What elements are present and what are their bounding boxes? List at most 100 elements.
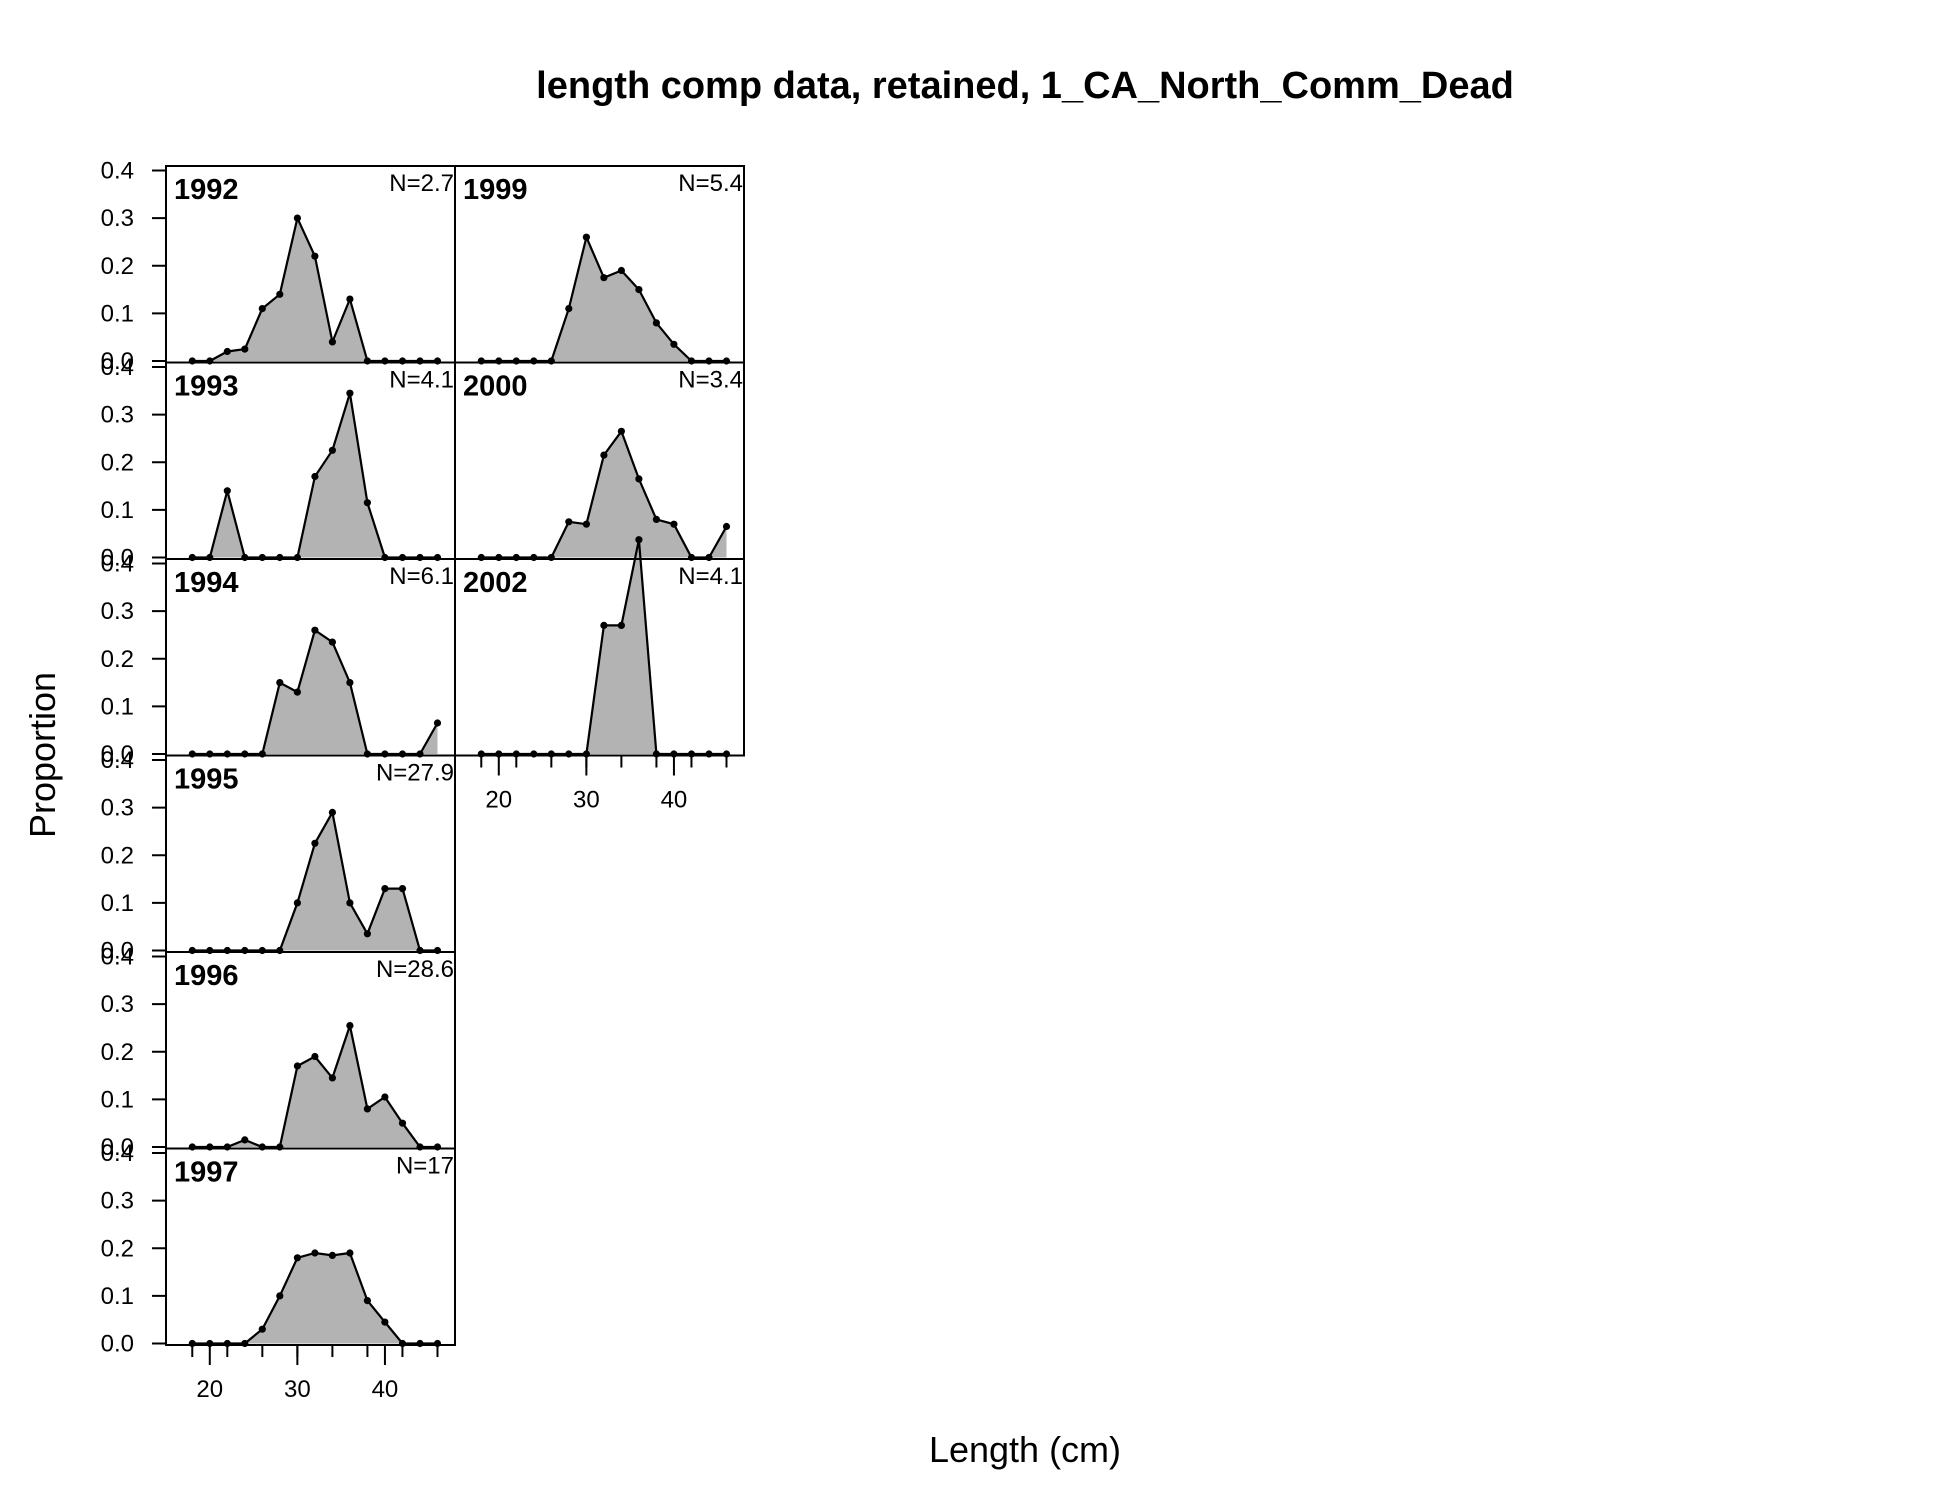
data-point-1996-20 bbox=[206, 1143, 214, 1151]
data-point-1994-38 bbox=[363, 750, 371, 758]
data-point-1993-30 bbox=[293, 553, 301, 562]
y-tick-label-1992-0.4: 0.4 bbox=[101, 158, 134, 185]
data-point-1996-28 bbox=[276, 1143, 284, 1151]
data-point-1999-38 bbox=[652, 319, 661, 327]
y-tick-label-1997-0.2: 0.2 bbox=[101, 1235, 134, 1262]
y-tick-label-1995-0.1: 0.1 bbox=[101, 890, 134, 917]
data-point-1992-38 bbox=[363, 357, 371, 365]
data-point-2002-28 bbox=[565, 750, 573, 758]
data-point-1997-38 bbox=[363, 1297, 371, 1305]
x-tick-label-1997-20: 20 bbox=[196, 1376, 223, 1403]
data-point-2000-34 bbox=[617, 427, 626, 435]
panel-1999: 1999 N=5.4 bbox=[454, 165, 745, 365]
n-label-1996: N=28.6 bbox=[376, 956, 454, 983]
data-point-1994-28 bbox=[276, 679, 284, 687]
data-point-1993-36 bbox=[346, 389, 354, 397]
data-point-2000-30 bbox=[582, 520, 591, 528]
n-label-2002: N=4.1 bbox=[678, 563, 743, 590]
y-tick-label-1993-0.1: 0.1 bbox=[101, 497, 134, 524]
n-label-2000: N=3.4 bbox=[678, 367, 743, 394]
data-point-1995-30 bbox=[293, 899, 301, 907]
data-point-1993-22 bbox=[223, 487, 231, 495]
n-label-1992: N=2.7 bbox=[389, 170, 454, 197]
data-point-1993-42 bbox=[398, 553, 407, 562]
data-point-2000-36 bbox=[635, 475, 643, 483]
data-point-1999-40 bbox=[670, 340, 678, 348]
data-point-1995-28 bbox=[276, 946, 284, 955]
data-point-2000-46 bbox=[722, 522, 731, 531]
data-point-1995-18 bbox=[188, 946, 196, 955]
data-point-1995-40 bbox=[381, 885, 389, 893]
data-point-2000-18 bbox=[477, 553, 485, 562]
data-point-1999-34 bbox=[617, 266, 626, 275]
data-point-2002-34 bbox=[617, 621, 626, 630]
x-tick-label-2002-20: 20 bbox=[485, 787, 512, 814]
data-point-1994-46 bbox=[433, 719, 442, 727]
data-point-1995-44 bbox=[416, 946, 424, 955]
data-point-1995-42 bbox=[398, 885, 407, 893]
data-point-1993-20 bbox=[206, 553, 214, 562]
data-point-1995-32 bbox=[311, 839, 319, 847]
n-label-1997: N=17 bbox=[396, 1153, 454, 1180]
data-point-2000-38 bbox=[652, 515, 661, 524]
chart-title: length comp data, retained, 1_CA_North_C… bbox=[536, 65, 1514, 107]
data-point-1997-36 bbox=[346, 1249, 354, 1257]
data-point-1992-36 bbox=[346, 295, 354, 303]
data-point-1996-44 bbox=[416, 1143, 424, 1151]
year-label-1999: 1999 bbox=[463, 174, 528, 206]
data-point-1992-34 bbox=[328, 338, 336, 346]
data-point-1996-18 bbox=[188, 1143, 196, 1151]
area-fill-1993 bbox=[192, 393, 438, 558]
data-point-1997-28 bbox=[276, 1292, 284, 1300]
y-tick-label-1994-0.4: 0.4 bbox=[101, 551, 134, 578]
data-point-1994-44 bbox=[416, 750, 424, 758]
data-point-1993-24 bbox=[241, 553, 249, 562]
data-point-1992-44 bbox=[416, 357, 424, 365]
panel-1994: 1994 N=6.1 0.0 0.1 0.2 0.3 0.4 bbox=[101, 551, 456, 768]
data-point-1996-34 bbox=[328, 1074, 336, 1082]
year-label-1994: 1994 bbox=[174, 567, 239, 599]
y-tick-label-1993-0.2: 0.2 bbox=[101, 449, 134, 476]
data-point-2002-36 bbox=[635, 536, 643, 544]
x-tick-label-1997-40: 40 bbox=[372, 1376, 399, 1403]
data-point-1995-26 bbox=[258, 946, 266, 955]
data-point-1997-30 bbox=[293, 1254, 301, 1262]
year-label-1995: 1995 bbox=[174, 764, 239, 796]
data-point-1992-22 bbox=[223, 347, 231, 356]
y-tick-label-1993-0.4: 0.4 bbox=[101, 354, 134, 381]
data-point-1996-22 bbox=[223, 1143, 231, 1151]
y-tick-label-1994-0.1: 0.1 bbox=[101, 693, 134, 720]
data-point-1999-20 bbox=[495, 357, 503, 365]
year-label-2002: 2002 bbox=[463, 567, 528, 599]
data-point-1992-40 bbox=[381, 357, 389, 365]
data-point-1992-32 bbox=[311, 252, 319, 260]
data-point-1999-44 bbox=[705, 357, 713, 365]
y-tick-label-1992-0.2: 0.2 bbox=[101, 253, 134, 280]
y-tick-label-1997-0.0: 0.0 bbox=[101, 1331, 134, 1358]
year-label-1996: 1996 bbox=[174, 960, 239, 992]
y-axis-title: Proportion bbox=[22, 672, 63, 838]
panel-2000: 2000 N=3.4 bbox=[454, 361, 745, 562]
data-point-1999-26 bbox=[547, 357, 555, 365]
data-point-1993-38 bbox=[363, 499, 371, 507]
data-point-2002-24 bbox=[530, 750, 538, 758]
y-tick-label-1992-0.1: 0.1 bbox=[101, 300, 134, 327]
data-point-2000-44 bbox=[705, 553, 713, 562]
year-label-1992: 1992 bbox=[174, 174, 239, 206]
data-point-1992-26 bbox=[258, 305, 266, 313]
panel-frame-1997 bbox=[165, 1147, 456, 1346]
data-point-1993-40 bbox=[381, 553, 389, 562]
panel-2002: 2002 N=4.1 20 30 40 bbox=[454, 536, 745, 814]
y-tick-label-1992-0.0: 0.0 bbox=[101, 348, 134, 375]
data-point-1997-26 bbox=[258, 1325, 266, 1333]
n-label-1999: N=5.4 bbox=[678, 170, 743, 197]
data-point-1999-18 bbox=[477, 357, 485, 365]
data-point-2000-42 bbox=[687, 553, 696, 562]
data-point-1999-36 bbox=[635, 286, 643, 294]
year-label-1997: 1997 bbox=[174, 1157, 239, 1189]
data-point-1992-42 bbox=[398, 357, 407, 365]
data-point-1996-36 bbox=[346, 1022, 354, 1030]
data-point-1993-28 bbox=[276, 553, 284, 562]
data-point-1992-18 bbox=[188, 357, 196, 365]
data-point-1995-34 bbox=[328, 808, 336, 817]
